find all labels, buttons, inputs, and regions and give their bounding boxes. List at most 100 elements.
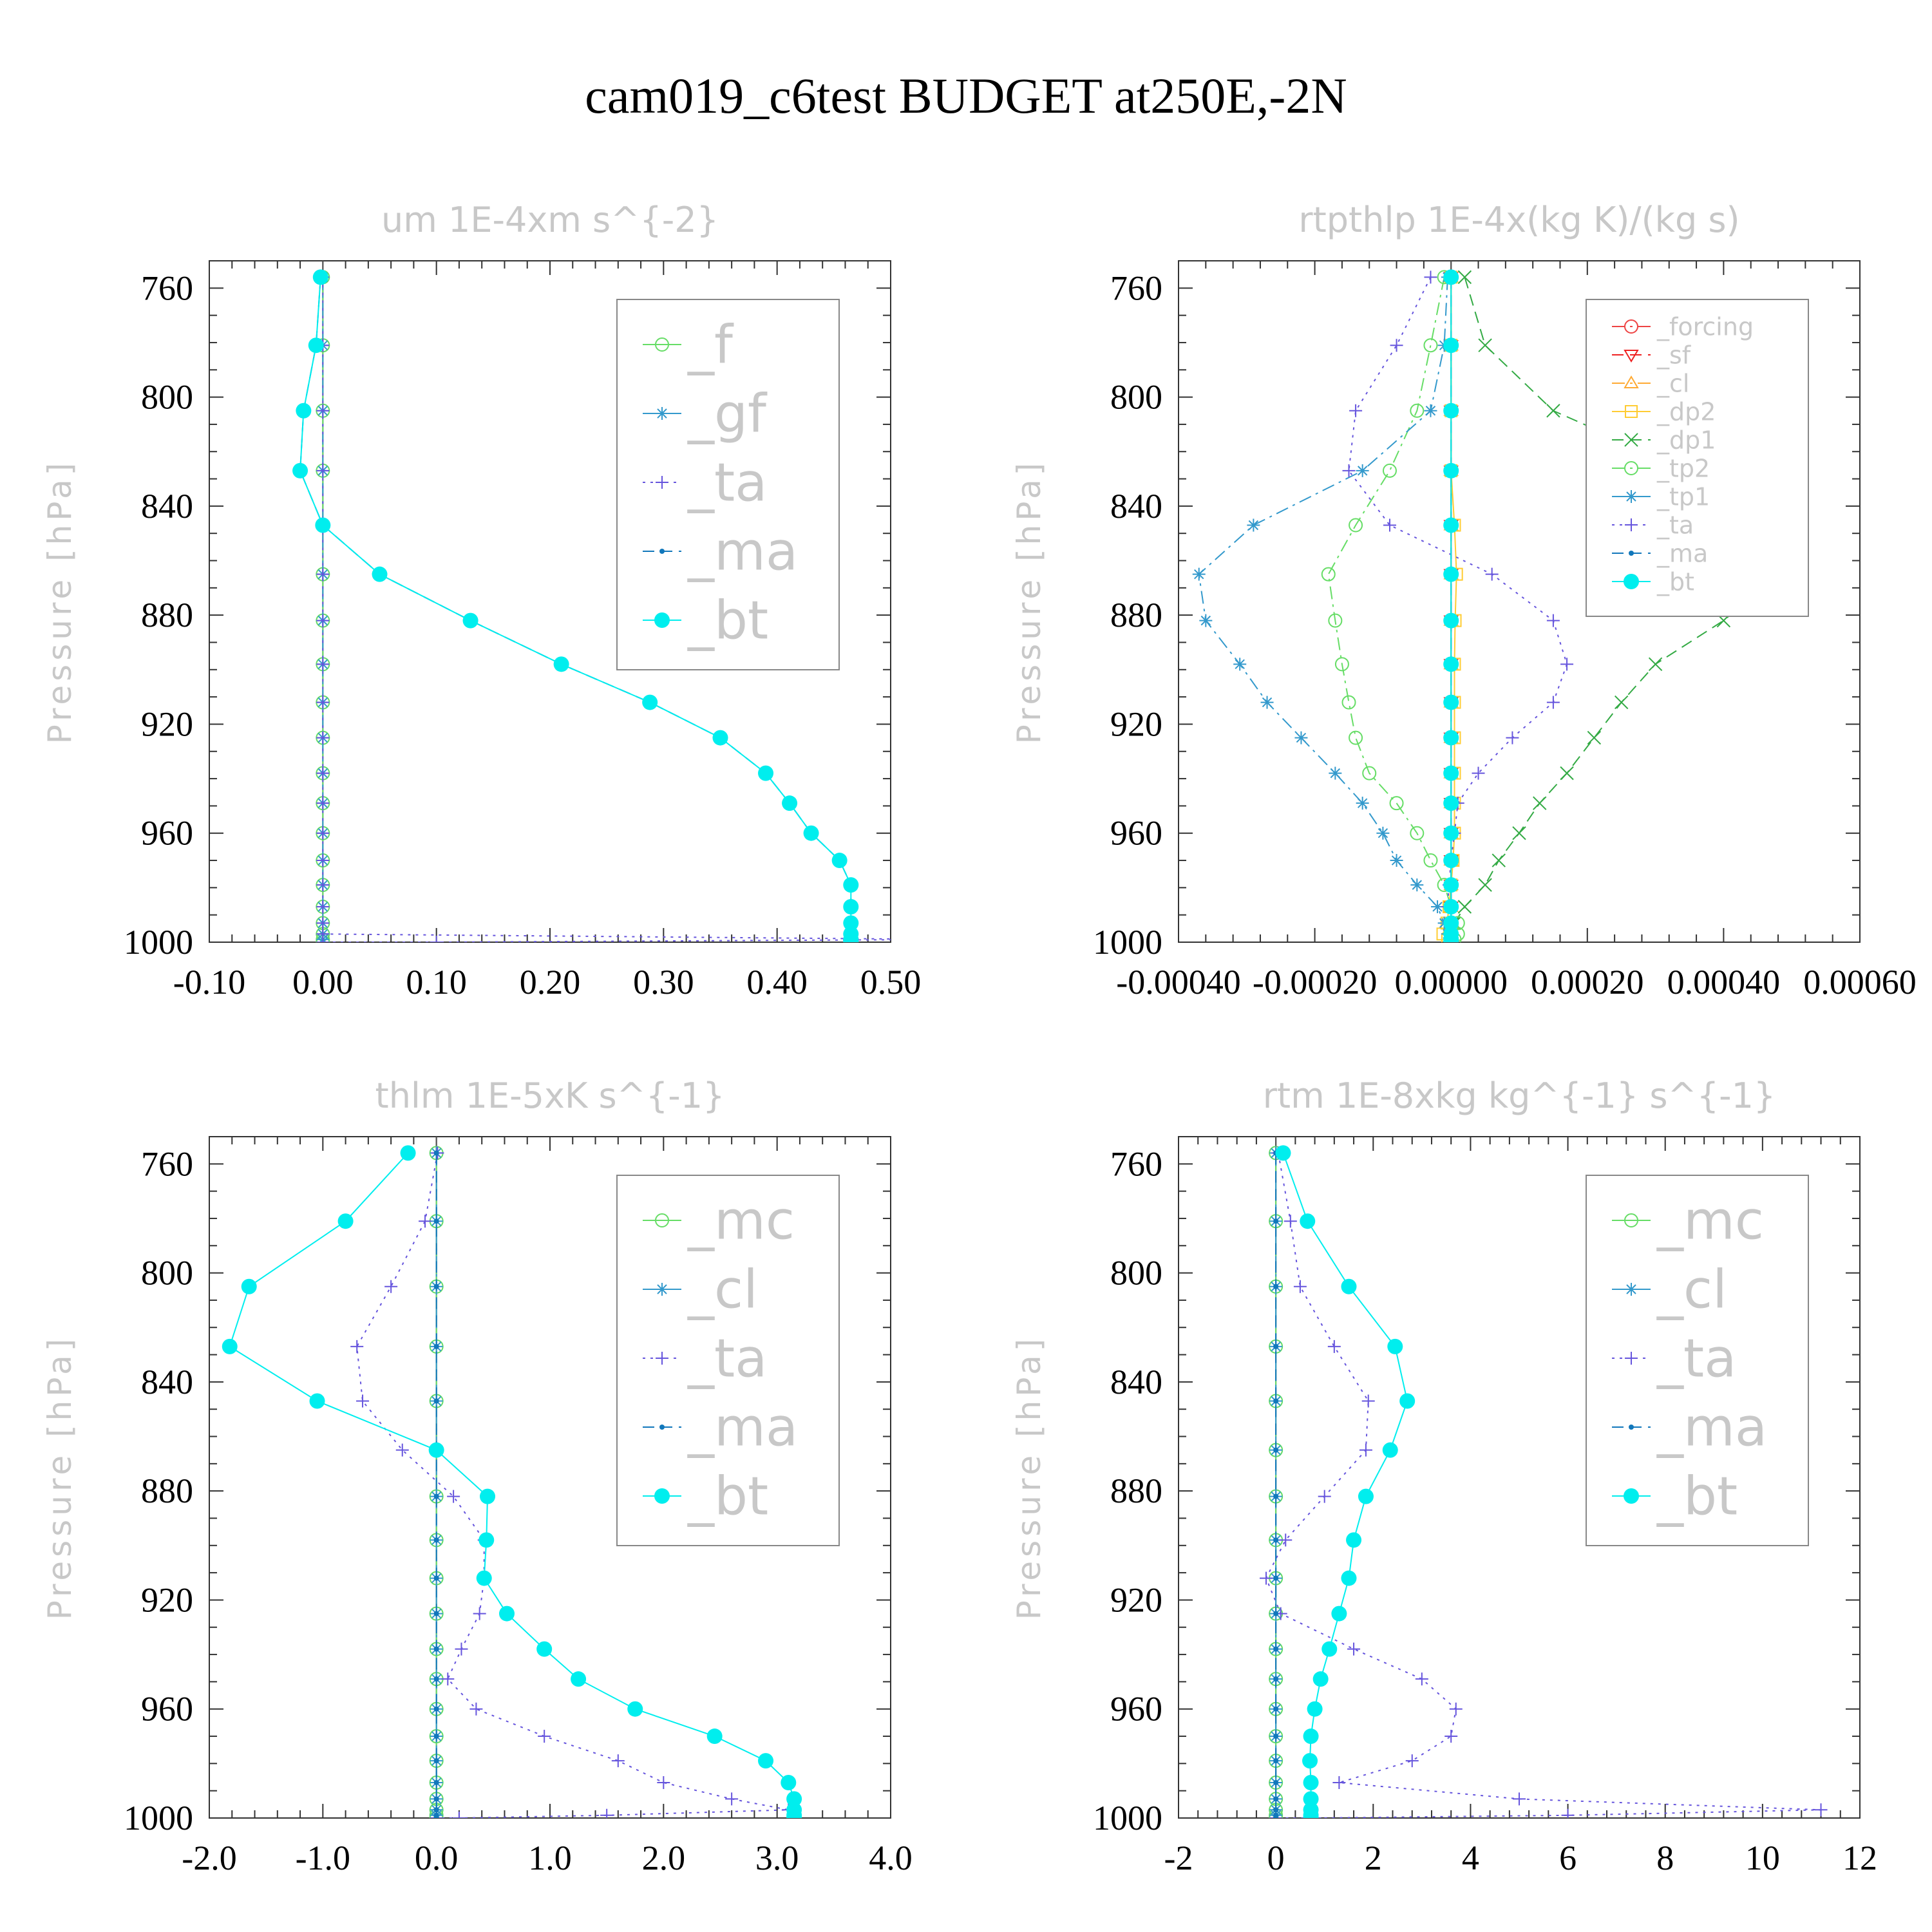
data-point [316,404,330,417]
data-point [1279,1533,1293,1547]
x-tick-label: 0.00000 [1394,963,1508,1001]
y-tick-label: 760 [1110,1144,1162,1183]
data-point [1443,898,1459,914]
legend-label: _tp1 [1656,482,1710,511]
legend-label: _sf [1656,341,1692,369]
x-tick-label: 4.0 [869,1839,913,1877]
x-tick-label: 10 [1745,1839,1780,1877]
data-point [1546,404,1560,418]
data-point [1321,567,1336,582]
data-point [611,1754,625,1768]
y-tick-label: 920 [1110,1580,1162,1619]
legend: _mc _cl _ta _ma _bt [1586,1175,1809,1546]
data-point [478,1532,495,1548]
data-point [1443,402,1459,419]
data-point [433,1815,439,1818]
data-point [1423,853,1438,868]
data-point [786,1791,802,1807]
data-point [1457,900,1472,914]
data-point [1424,270,1437,284]
data-point [538,1730,551,1743]
legend-label: _dp2 [1656,397,1716,426]
data-point [1260,1571,1273,1585]
data-point [1472,766,1485,780]
x-tick-label: 1.0 [528,1839,572,1877]
data-point [1443,915,1459,931]
data-point [316,854,330,867]
data-point [1512,826,1526,840]
data-point [1587,730,1602,745]
legend-label: _ma [1656,539,1708,567]
data-point [1303,1774,1319,1790]
plot-frame [1178,260,1861,943]
data-point [1362,766,1377,781]
panel-title: um 1E-4xm s^{-2} [381,200,719,240]
data-point [1423,338,1438,353]
data-point [1614,695,1629,710]
legend-label: _bt [687,591,768,652]
data-point [1443,765,1459,781]
data-point [372,566,388,582]
data-point [1390,339,1403,352]
y-tick-label: 800 [1110,378,1162,417]
data-point [1561,1808,1575,1818]
data-point [1302,1753,1318,1769]
data-point [316,766,330,780]
data-point [433,1150,439,1156]
data-point [1389,796,1404,811]
data-point [1342,464,1356,477]
legend-marker [1624,1213,1638,1227]
legend-marker [1624,350,1639,363]
legend-marker [656,476,668,489]
legend-marker [1624,319,1638,334]
data-point [1356,797,1369,810]
legend-marker [1625,1352,1638,1365]
panels-group: um 1E-4xm s^{-2}Pressure [hPa]7608008408… [41,200,1917,1877]
data-point [843,915,859,931]
data-point [1334,657,1349,672]
data-point [1443,269,1459,285]
x-tick-label: 0.30 [633,963,694,1001]
data-point [356,1394,370,1408]
legend-marker [1624,1488,1639,1504]
data-point [1546,696,1560,709]
data-point [843,877,859,893]
data-point [1356,464,1369,477]
data-point [1300,1213,1316,1229]
data-point [1199,614,1213,627]
y-tick-label: 960 [141,814,193,853]
y-tick-label: 760 [141,1144,193,1183]
data-point [316,900,330,913]
data-point [1443,566,1459,582]
legend-label: _f [687,315,734,376]
series-group [222,1145,802,1818]
data-point [1383,518,1396,532]
data-point [1327,1340,1341,1353]
x-tick-label: 0.00040 [1667,963,1781,1001]
data-point [1273,1493,1279,1499]
data-point [706,1728,723,1745]
data-point [782,795,798,811]
data-point [1303,1791,1319,1807]
y-tick-label: 840 [141,1363,193,1401]
legend-marker [654,1488,670,1504]
y-tick-label: 880 [141,596,193,634]
data-point [315,517,331,533]
legend-marker [656,1283,668,1296]
series-line [1282,1153,1408,1818]
data-point [1341,1570,1357,1586]
data-point [1478,878,1492,892]
data-point [430,936,443,942]
data-point [1273,1218,1279,1224]
legend-box [1586,1175,1809,1546]
legend-marker [1625,490,1638,503]
data-point [1273,1807,1279,1813]
x-tick-label: 6 [1559,1839,1577,1877]
x-tick-label: 0.00060 [1803,963,1917,1001]
legend-marker [1625,405,1638,418]
data-point [1273,1734,1279,1739]
data-point [1247,518,1260,532]
x-tick-label: -2.0 [182,1839,236,1877]
legend-label: _dp1 [1656,426,1716,454]
